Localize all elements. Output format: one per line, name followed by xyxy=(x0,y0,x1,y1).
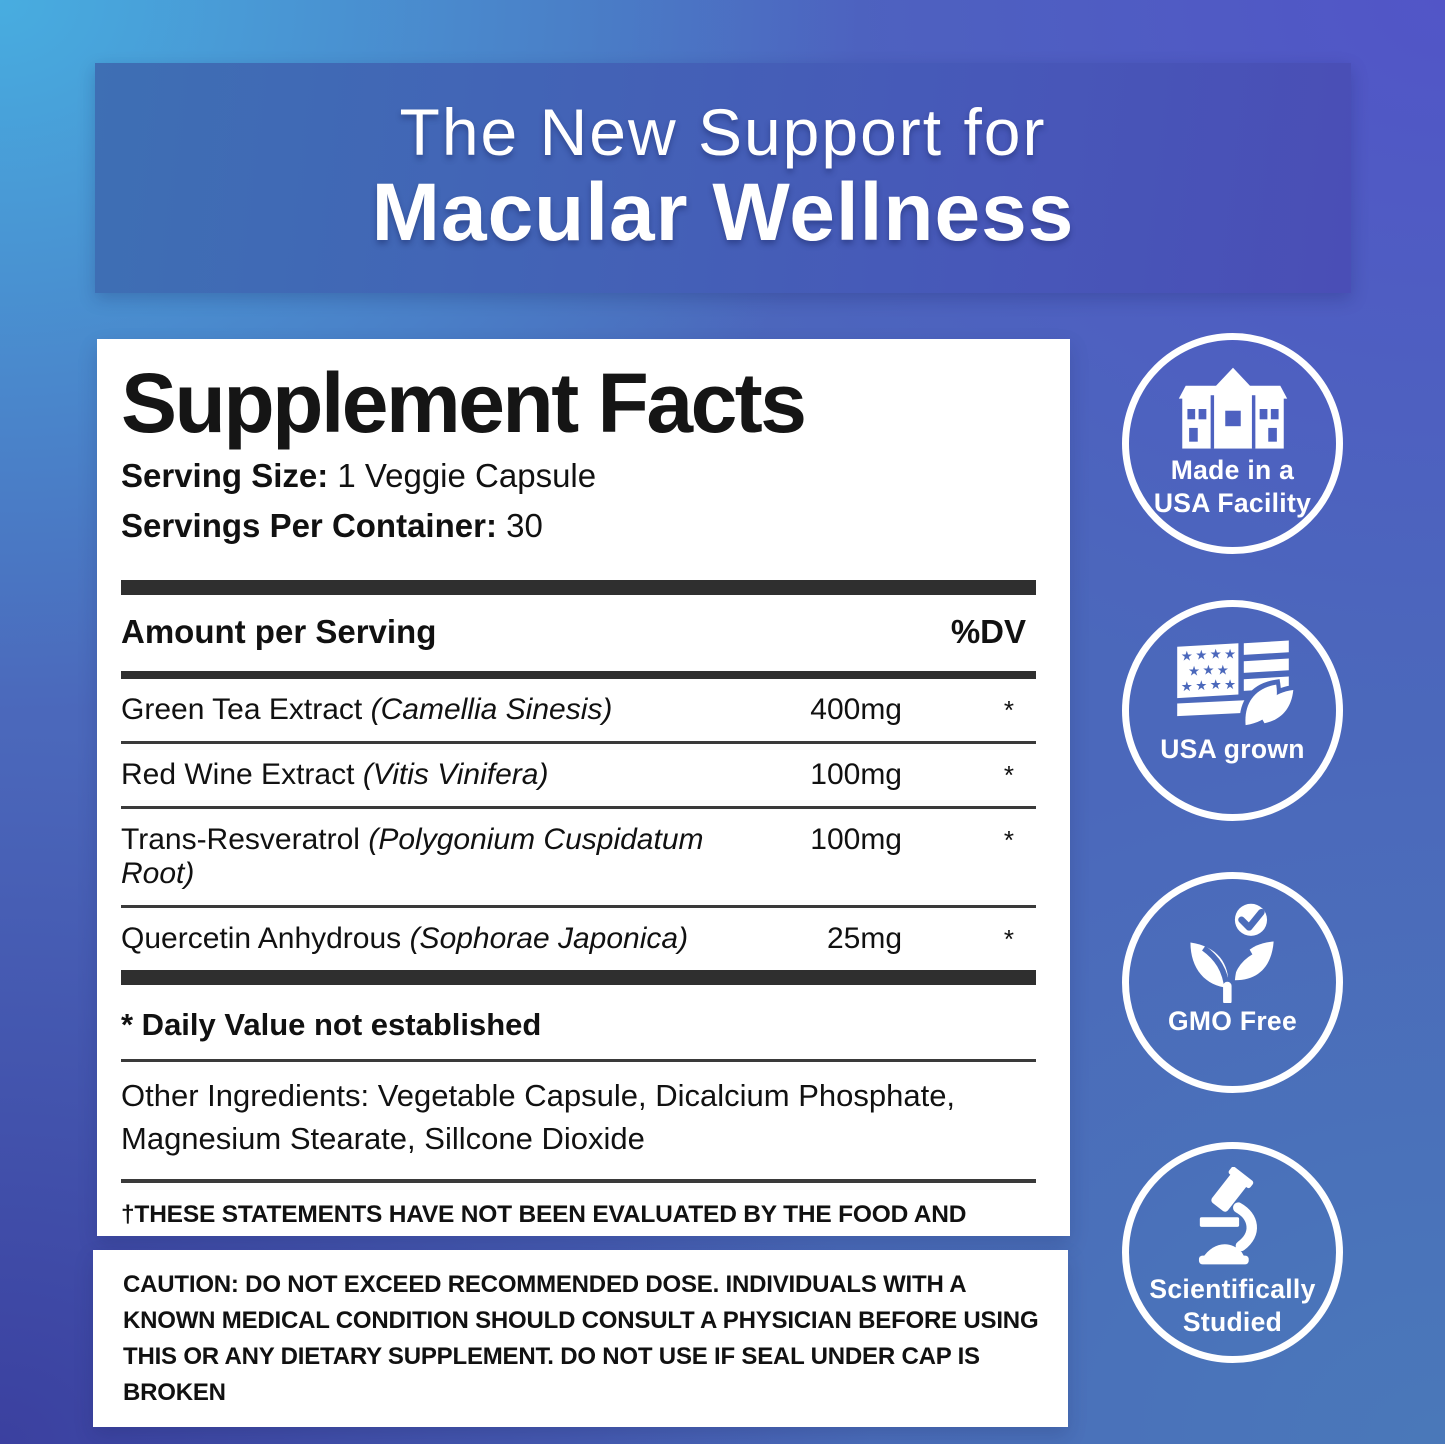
badge-made-in-usa-facility: Made in a USA Facility xyxy=(1122,333,1343,554)
ingredient-amount: 100mg xyxy=(810,823,902,856)
headline-line2: Macular Wellness xyxy=(371,166,1075,258)
divider-thick-top xyxy=(121,580,1036,595)
amount-per-serving-header: Amount per Serving xyxy=(121,613,437,650)
divider-thin xyxy=(121,1178,1036,1183)
usa-flag-leaves-icon: ★★★★ ★★★ ★★★★ xyxy=(1170,631,1296,731)
other-ingredients: Other Ingredients: Vegetable Capsule, Di… xyxy=(121,1078,956,1157)
table-row: Red Wine Extract (Vitis Vinifera) 100mg * xyxy=(121,744,1036,809)
supplement-facts-title: Supplement Facts xyxy=(121,356,807,450)
servings-per-container-line: Servings Per Container: 30 xyxy=(121,501,1036,551)
table-row: Green Tea Extract (Camellia Sinesis) 400m… xyxy=(121,679,1036,744)
factory-icon xyxy=(1177,366,1289,452)
divider-thin xyxy=(121,1059,1036,1062)
serving-size-value: 1 Veggie Capsule xyxy=(328,457,597,494)
ingredient-amount: 400mg xyxy=(810,693,902,726)
supplement-facts-panel: Supplement Facts Serving Size: 1 Veggie … xyxy=(97,339,1070,1236)
ingredient-botanical: (Polygonium Cuspidatum Root) xyxy=(121,823,704,890)
caution-box: CAUTION: DO NOT EXCEED RECOMMENDED DOSE.… xyxy=(93,1250,1068,1427)
ingredient-name-text: Quercetin Anhydrous xyxy=(121,922,402,955)
badge-gmo-free: GMO Free xyxy=(1122,872,1343,1093)
headline-line1: The New Support for xyxy=(399,95,1047,170)
dv-header: %DV xyxy=(950,613,1026,650)
ingredient-dv: * xyxy=(1003,695,1014,725)
ingredient-dv: * xyxy=(1003,924,1014,954)
table-row: Quercetin Anhydrous (Sophorae Japonica) 2… xyxy=(121,908,1036,970)
servings-per-container-value: 30 xyxy=(496,506,543,544)
serving-size-label: Serving Size: xyxy=(121,457,329,494)
badge-label: GMO Free xyxy=(1167,1006,1298,1036)
ingredient-botanical: (Sophorae Japonica) xyxy=(409,922,689,955)
microscope-icon xyxy=(1185,1167,1281,1271)
divider-thick-bottom xyxy=(121,970,1036,985)
ingredient-botanical: (Camellia Sinesis) xyxy=(370,693,613,726)
table-row: Trans-Resveratrol (Polygonium Cuspidatum … xyxy=(121,809,1036,908)
serving-size-line: Serving Size: 1 Veggie Capsule xyxy=(121,451,1036,501)
badge-label: Made in a USA Facility xyxy=(1153,455,1312,519)
headline-banner: The New Support for Macular Wellness xyxy=(95,63,1351,293)
ingredient-name-text: Trans-Resveratrol xyxy=(121,823,360,856)
divider-medium xyxy=(121,671,1036,679)
badge-scientifically-studied: Scientifically Studied xyxy=(1122,1142,1343,1363)
fda-disclaimer: †THESE STATEMENTS HAVE NOT BEEN EVALUATE… xyxy=(121,1200,967,1228)
servings-per-container-label: Servings Per Container: xyxy=(121,506,497,544)
ingredient-name: Green Tea Extract (Camellia Sinesis) xyxy=(121,693,742,727)
badge-usa-grown: ★★★★ ★★★ ★★★★ USA grown xyxy=(1122,600,1343,821)
ingredient-name-text: Red Wine Extract xyxy=(121,758,355,791)
ingredient-amount: 25mg xyxy=(826,922,902,955)
sprout-check-icon xyxy=(1181,899,1285,1003)
ingredient-dv: * xyxy=(1003,825,1014,855)
ingredient-name: Trans-Resveratrol (Polygonium Cuspidatum … xyxy=(121,823,742,891)
badge-label: Scientifically Studied xyxy=(1149,1274,1316,1338)
ingredient-botanical: (Vitis Vinifera) xyxy=(362,758,549,791)
ingredient-amount: 100mg xyxy=(810,758,902,791)
ingredient-dv: * xyxy=(1003,760,1014,790)
ingredient-name: Quercetin Anhydrous (Sophorae Japonica) xyxy=(121,922,742,956)
ingredient-name-text: Green Tea Extract xyxy=(121,693,363,726)
daily-value-footnote: * Daily Value not established xyxy=(121,1007,542,1042)
table-header-row: Amount per Serving %DV xyxy=(121,595,1036,671)
ingredient-name: Red Wine Extract (Vitis Vinifera) xyxy=(121,758,742,792)
badge-label: USA grown xyxy=(1160,734,1305,764)
